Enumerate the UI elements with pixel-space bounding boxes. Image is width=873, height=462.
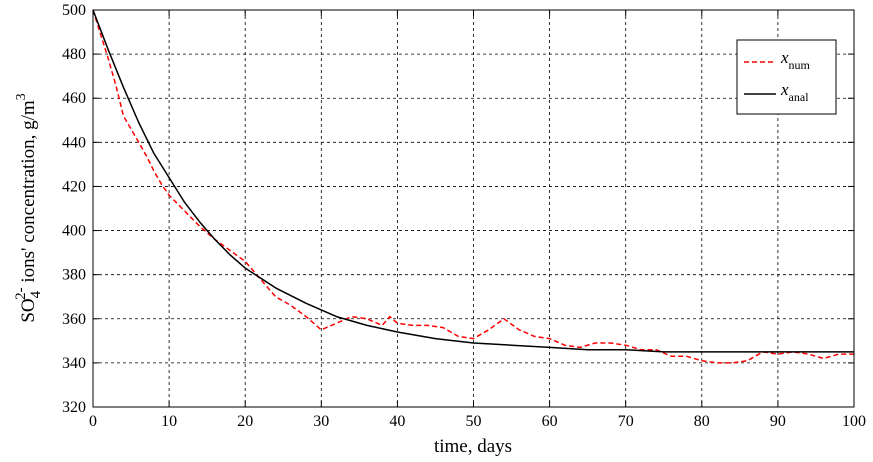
x-tick-label: 50 [466,413,482,430]
x-tick-label: 100 [842,413,866,430]
legend-label-anal: xanal [780,80,809,104]
x-tick-label: 30 [313,413,329,430]
x-tick-label: 80 [694,413,710,430]
y-tick-label: 460 [62,90,86,107]
series-line-x-anal [92,9,854,353]
y-tick-label: 440 [62,134,86,151]
y-axis-title-sub: 4 [28,290,44,298]
ticks: 0 10 20 30 40 50 60 70 80 90 100 320 340 360 380 400 420… [62,2,866,430]
y-tick-label: 500 [62,2,86,19]
x-tick-label: 70 [618,413,634,430]
x-tick-label: 40 [389,413,405,430]
y-tick-label: 380 [62,267,86,284]
x-tick-label: 20 [237,413,253,430]
y-axis-title-prefix: SO [18,298,39,322]
y-axis-title: SO42- ions' concentration, g/m3 [13,93,44,322]
y-tick-label: 400 [62,223,86,240]
legend-box [736,39,837,115]
y-axis-title-sup: 2- [13,287,29,300]
x-tick-label: 90 [770,413,786,430]
x-tick-label: 0 [89,413,97,430]
series-line-x-num [92,9,854,364]
x-tick-label: 10 [161,413,177,430]
y-tick-label: 420 [62,178,86,195]
y-tick-label: 340 [62,355,86,372]
y-tick-label: 360 [62,311,86,328]
y-axis-title-unit-sup: 3 [14,93,29,100]
y-axis-title-rest: ions' concentration, g/m [18,100,39,287]
series-layer [92,9,854,364]
x-tick-label: 60 [542,413,558,430]
legend-label-num: xnum [780,48,811,72]
y-tick-label: 480 [62,46,86,63]
x-axis-title: time, days [434,436,512,457]
y-tick-label: 320 [62,399,86,416]
legend: xnum xanal [736,39,837,115]
